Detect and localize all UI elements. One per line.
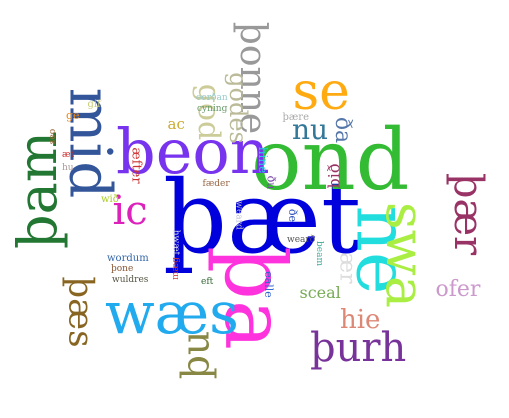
word-ac: ac — [167, 114, 185, 133]
word-dhu: ðu — [264, 175, 278, 189]
word-waes: wæs — [105, 279, 239, 347]
word-aet: æt — [62, 149, 75, 160]
word-tham: þam — [5, 131, 69, 249]
word-hine: hine — [256, 146, 271, 174]
word-seo: seo — [47, 128, 58, 144]
word-thaet: þæt — [163, 159, 362, 276]
word-sceal: sceal — [299, 283, 341, 302]
word-thu: þu — [172, 330, 217, 380]
word-maeg: mæg — [170, 256, 181, 280]
word-thurh: þurh — [310, 325, 407, 371]
word-wearth: wearð — [287, 234, 316, 245]
word-thaer: þær — [445, 172, 492, 256]
word-cyning: cyning — [197, 103, 228, 114]
word-bidh: bið — [324, 163, 343, 189]
word-aer: ær — [334, 252, 360, 284]
word-widh: wið — [101, 194, 119, 205]
word-beon: beon — [116, 115, 270, 188]
word-ofer: ofer — [435, 277, 481, 302]
word-thaere: þære — [282, 112, 310, 123]
word-gif: gif — [87, 99, 101, 110]
word-godes: godes — [223, 72, 252, 144]
word-eordhan: eorðan — [196, 92, 228, 103]
word-beam: beam — [313, 240, 324, 266]
word-ge: ge — [66, 108, 80, 122]
word-wuldres: wuldres — [112, 274, 149, 285]
word-swa: swa — [374, 201, 438, 309]
word-ic: ic — [112, 188, 148, 234]
word-thaes: þæs — [60, 276, 101, 348]
word-ond: ond — [251, 111, 410, 209]
word-hu: hu — [62, 162, 74, 173]
word-hie: hie — [340, 305, 381, 335]
word-wordum: wordum — [107, 253, 149, 264]
word-dhe: ðe — [285, 208, 299, 222]
word-ealle: ealle — [261, 270, 275, 298]
word-weard: weard — [233, 200, 244, 230]
word-hwaet: hwæt — [170, 229, 181, 255]
word-dha: ða — [330, 116, 356, 144]
word-thone: þone — [111, 263, 134, 274]
word-nu: nu — [292, 113, 329, 146]
word-aefter: æfter — [128, 146, 144, 184]
word-se: se — [292, 62, 350, 122]
word-faeder: fæder — [202, 178, 230, 189]
word-eft: eft — [201, 276, 214, 287]
